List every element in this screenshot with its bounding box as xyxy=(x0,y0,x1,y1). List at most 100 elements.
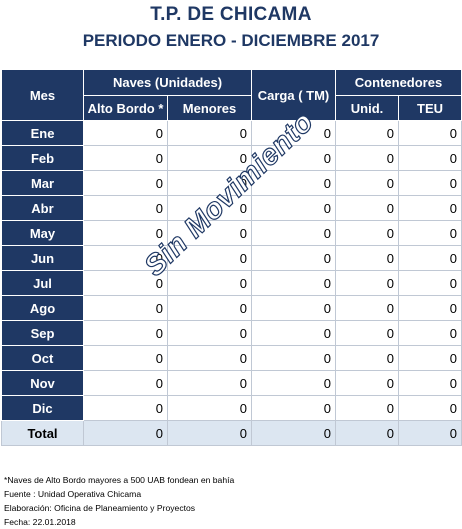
table-row: Jun 0 0 0 0 0 xyxy=(1,245,462,271)
value-cell: 0 xyxy=(251,145,336,171)
value-cell: 0 xyxy=(398,245,462,271)
table-row: Ago 0 0 0 0 0 xyxy=(1,295,462,321)
value-cell: 0 xyxy=(167,395,252,421)
footnotes: *Naves de Alto Bordo mayores a 500 UAB f… xyxy=(4,473,234,529)
month-cell: May xyxy=(1,220,84,246)
value-cell: 0 xyxy=(398,345,462,371)
value-cell: 0 xyxy=(398,145,462,171)
table-row: Dic 0 0 0 0 0 xyxy=(1,395,462,421)
footnote-line: Fecha: 22.01.2018 xyxy=(4,517,76,527)
total-value-cell: 0 xyxy=(167,420,252,446)
value-cell: 0 xyxy=(83,170,168,196)
month-cell: Jul xyxy=(1,270,84,296)
value-cell: 0 xyxy=(251,245,336,271)
value-cell: 0 xyxy=(167,345,252,371)
value-cell: 0 xyxy=(335,270,399,296)
month-cell: Abr xyxy=(1,195,84,221)
value-cell: 0 xyxy=(335,320,399,346)
value-cell: 0 xyxy=(83,345,168,371)
value-cell: 0 xyxy=(335,220,399,246)
header-contenedores: Contenedores xyxy=(335,69,462,96)
footnote-line: Fuente : Unidad Operativa Chicama xyxy=(4,489,142,499)
total-label: Total xyxy=(1,420,84,446)
value-cell: 0 xyxy=(83,370,168,396)
table-row: Sep 0 0 0 0 0 xyxy=(1,320,462,346)
value-cell: 0 xyxy=(335,195,399,221)
value-cell: 0 xyxy=(83,120,168,146)
value-cell: 0 xyxy=(83,220,168,246)
page-subtitle: PERIODO ENERO - DICIEMBRE 2017 xyxy=(82,31,380,50)
value-cell: 0 xyxy=(167,195,252,221)
header-menores: Menores xyxy=(167,95,252,121)
value-cell: 0 xyxy=(167,270,252,296)
page-title: T.P. DE CHICAMA xyxy=(150,4,312,25)
total-value-cell: 0 xyxy=(83,420,168,446)
month-cell: Mar xyxy=(1,170,84,196)
value-cell: 0 xyxy=(251,270,336,296)
value-cell: 0 xyxy=(167,145,252,171)
value-cell: 0 xyxy=(335,345,399,371)
table-row: Abr 0 0 0 0 0 xyxy=(1,195,462,221)
statistics-table: Mes Naves (Unidades) Carga ( TM) Contene… xyxy=(1,69,462,446)
value-cell: 0 xyxy=(83,320,168,346)
value-cell: 0 xyxy=(83,145,168,171)
total-row: Total 0 0 0 0 0 xyxy=(1,420,462,446)
total-value-cell: 0 xyxy=(398,420,462,446)
table-row: May 0 0 0 0 0 xyxy=(1,220,462,246)
header-carga: Carga ( TM) xyxy=(251,69,336,121)
value-cell: 0 xyxy=(83,195,168,221)
total-value-cell: 0 xyxy=(251,420,336,446)
month-cell: Oct xyxy=(1,345,84,371)
value-cell: 0 xyxy=(398,220,462,246)
value-cell: 0 xyxy=(398,170,462,196)
value-cell: 0 xyxy=(398,370,462,396)
value-cell: 0 xyxy=(83,395,168,421)
value-cell: 0 xyxy=(398,320,462,346)
header-alto-bordo: Alto Bordo * xyxy=(83,95,168,121)
value-cell: 0 xyxy=(251,370,336,396)
value-cell: 0 xyxy=(335,145,399,171)
month-cell: Jun xyxy=(1,245,84,271)
value-cell: 0 xyxy=(398,195,462,221)
value-cell: 0 xyxy=(251,320,336,346)
value-cell: 0 xyxy=(398,270,462,296)
header-teu: TEU xyxy=(398,95,462,121)
header-naves: Naves (Unidades) xyxy=(83,69,252,96)
value-cell: 0 xyxy=(167,370,252,396)
value-cell: 0 xyxy=(83,295,168,321)
header-mes: Mes xyxy=(1,69,84,121)
month-cell: Nov xyxy=(1,370,84,396)
value-cell: 0 xyxy=(335,395,399,421)
value-cell: 0 xyxy=(335,245,399,271)
table-row: Jul 0 0 0 0 0 xyxy=(1,270,462,296)
value-cell: 0 xyxy=(167,170,252,196)
table-row: Feb 0 0 0 0 0 xyxy=(1,145,462,171)
footnote-line: Elaboración: Oficina de Planeamiento y P… xyxy=(4,503,196,513)
header-unid: Unid. xyxy=(335,95,399,121)
value-cell: 0 xyxy=(335,170,399,196)
value-cell: 0 xyxy=(251,345,336,371)
value-cell: 0 xyxy=(398,120,462,146)
month-cell: Ago xyxy=(1,295,84,321)
value-cell: 0 xyxy=(251,295,336,321)
table-row: Nov 0 0 0 0 0 xyxy=(1,370,462,396)
month-cell: Sep xyxy=(1,320,84,346)
month-cell: Feb xyxy=(1,145,84,171)
month-cell: Ene xyxy=(1,120,84,146)
value-cell: 0 xyxy=(167,220,252,246)
value-cell: 0 xyxy=(167,245,252,271)
total-value-cell: 0 xyxy=(335,420,399,446)
value-cell: 0 xyxy=(398,295,462,321)
value-cell: 0 xyxy=(398,395,462,421)
value-cell: 0 xyxy=(167,295,252,321)
table-row: Oct 0 0 0 0 0 xyxy=(1,345,462,371)
value-cell: 0 xyxy=(335,370,399,396)
value-cell: 0 xyxy=(251,195,336,221)
value-cell: 0 xyxy=(335,295,399,321)
table-row: Ene 0 0 0 0 0 xyxy=(1,120,462,146)
value-cell: 0 xyxy=(83,270,168,296)
value-cell: 0 xyxy=(167,320,252,346)
value-cell: 0 xyxy=(251,395,336,421)
footnote-line: *Naves de Alto Bordo mayores a 500 UAB f… xyxy=(4,475,235,485)
value-cell: 0 xyxy=(167,120,252,146)
